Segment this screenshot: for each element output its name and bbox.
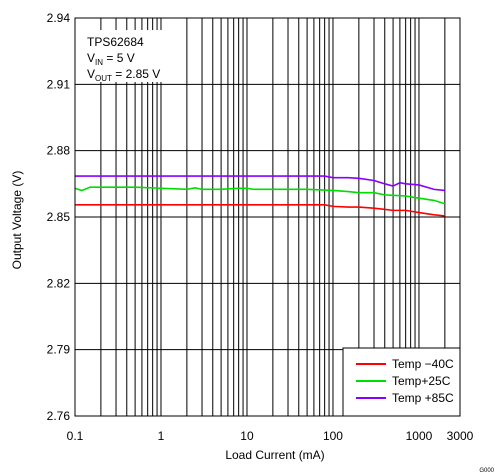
x-tick-label: 100 — [323, 429, 343, 443]
x-tick-label: 1 — [158, 429, 165, 443]
x-tick-label: 3000 — [447, 429, 474, 443]
x-tick-label: 1000 — [406, 429, 433, 443]
legend-label: Temp −40C — [392, 357, 454, 371]
x-tick-label: 10 — [240, 429, 254, 443]
y-tick-label: 2.76 — [47, 409, 71, 423]
series-line-2 — [74, 186, 446, 205]
y-tick-label: 2.85 — [47, 210, 71, 224]
y-tick-label: 2.82 — [47, 276, 71, 290]
annotation-background — [80, 30, 183, 82]
annotation: TPS62684 VIN = 5 V VOUT = 2.85 V — [87, 35, 160, 83]
annotation-device: TPS62684 — [87, 35, 144, 49]
y-tick-label: 2.79 — [47, 343, 71, 357]
x-tick-label: 0.1 — [67, 429, 84, 443]
series-line-1 — [75, 204, 445, 217]
y-axis-label: Output Voltage (V) — [10, 171, 24, 270]
x-axis-label: Load Current (mA) — [225, 448, 324, 462]
legend-label: Temp +85C — [392, 391, 454, 405]
y-tick-label: 2.94 — [47, 11, 71, 25]
y-tick-label: 2.88 — [47, 144, 71, 158]
figure-code: G000 — [479, 468, 494, 474]
plot-frame — [74, 17, 461, 417]
series-lines — [74, 175, 446, 217]
series-line-3 — [75, 175, 445, 192]
legend-label: Temp+25C — [392, 374, 451, 388]
legend: Temp −40C Temp+25C Temp +85C — [342, 347, 461, 417]
y-tick-label: 2.91 — [47, 77, 71, 91]
annotation-vin: VIN = 5 V — [87, 51, 135, 67]
annotation-vout: VOUT = 2.85 V — [87, 67, 160, 83]
tick-labels: 0.1 1 10 100 1000 3000 2.76 2.79 2.82 2.85 2.88 2.9… — [47, 11, 474, 443]
